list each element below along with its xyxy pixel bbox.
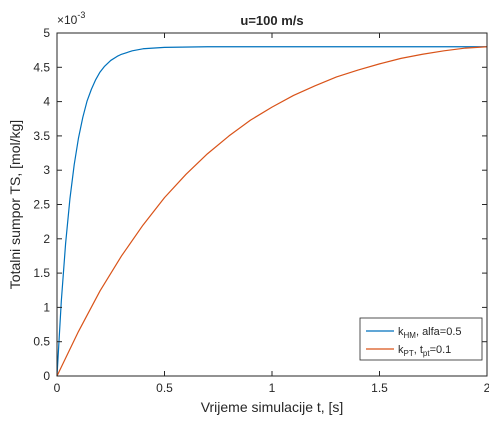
y-exponent-base: ×10: [57, 13, 78, 27]
y-tick-label: 4.5: [33, 60, 50, 74]
series-layer: [56, 46, 488, 377]
y-tick-label: 2: [43, 232, 50, 246]
x-tick-label: 0: [54, 381, 61, 395]
ticks-layer: [56, 32, 488, 377]
legend-pt-sub2: pt: [423, 349, 430, 358]
legend-entry-hm: kHM, alfa=0.5: [398, 326, 462, 340]
y-axis-title: Totalni sumpor TS, [mol/kg]: [7, 120, 23, 289]
legend: kHM, alfa=0.5 kPT, tpt=0.1: [359, 317, 483, 361]
series-line-hm: [56, 46, 487, 377]
y-axis-exponent: ×10-3: [57, 10, 85, 27]
x-axis-title: Vrijeme simulacije t, [s]: [201, 399, 344, 415]
x-tick-label: 0.5: [156, 381, 173, 395]
x-tick-label: 1.5: [371, 381, 388, 395]
y-tick-label: 2.5: [33, 198, 50, 212]
y-tick-label: 4: [43, 95, 50, 109]
legend-entry-pt: kPT, tpt=0.1: [398, 344, 451, 358]
legend-hm-main: k: [398, 326, 404, 338]
x-tick-label: 1: [269, 381, 276, 395]
chart-title: u=100 m/s: [240, 13, 303, 28]
y-tick-label: 5: [43, 26, 50, 40]
legend-pt-rest2: =0.1: [430, 344, 452, 356]
y-tick-label: 0.5: [33, 335, 50, 349]
labels-layer: 0 0.5 1 1.5 2 0 0.5 1 1.5 2 2.5 3 3.5 4 4.5 5: [33, 26, 489, 395]
legend-hm-sub: HM: [404, 331, 417, 340]
y-exponent-power: -3: [77, 10, 85, 20]
legend-pt-sub: PT: [404, 349, 414, 358]
y-tick-label: 3.5: [33, 129, 50, 143]
y-tick-label: 3: [43, 163, 50, 177]
legend-pt-rest: , t: [414, 344, 423, 356]
y-tick-label: 1: [43, 300, 50, 314]
legend-box: [359, 317, 483, 361]
legend-hm-rest: , alfa=0.5: [416, 326, 462, 338]
y-tick-label: 1.5: [33, 266, 50, 280]
y-tick-label: 0: [43, 369, 50, 383]
x-tick-label: 2: [484, 381, 489, 395]
series-line-pt: [56, 46, 488, 377]
legend-pt-main: k: [398, 344, 404, 356]
